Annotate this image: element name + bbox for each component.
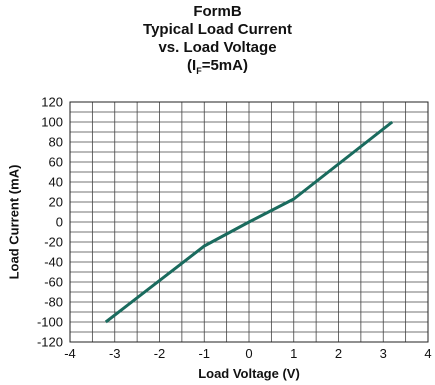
x-axis-label: Load Voltage (V) (198, 366, 300, 381)
y-tick-label: 60 (49, 155, 63, 170)
y-tick-label: 120 (41, 95, 63, 110)
y-tick-label: 100 (41, 115, 63, 130)
chart-title-line-2: Typical Load Current (143, 21, 292, 38)
series-layer (104, 120, 394, 324)
y-tick-label: -80 (44, 295, 63, 310)
chart-title-param: (IF=5mA) (0, 57, 435, 80)
y-axis-label: Load Current (mA) (7, 165, 22, 280)
y-tick-label: 0 (56, 215, 63, 230)
y-tick-label: 20 (49, 195, 63, 210)
plot-frame (69, 101, 429, 343)
y-tick-label: -40 (44, 255, 63, 270)
title-param-suffix: =5mA) (201, 57, 248, 74)
x-tick-label: 3 (380, 346, 387, 361)
x-tick-label: 4 (424, 346, 431, 361)
x-tick-labels: -4 -3 -2 -1 0 1 2 3 4 (64, 346, 431, 361)
y-tick-label: -60 (44, 275, 63, 290)
y-tick-labels: -120 -100 -80 -60 -40 -20 0 20 40 60 80 100 120 (37, 95, 63, 350)
x-tick-label: -3 (109, 346, 121, 361)
x-tick-label: -4 (64, 346, 76, 361)
title-param-prefix: (I (187, 57, 197, 74)
x-tick-label: 2 (335, 346, 342, 361)
y-tick-label: -20 (44, 235, 63, 250)
y-tick-label: 40 (49, 175, 63, 190)
x-tick-label: -2 (154, 346, 166, 361)
chart-title-line-1: FormB (193, 3, 242, 20)
x-tick-label: 0 (245, 346, 252, 361)
series-line (104, 120, 394, 324)
y-tick-label: 80 (49, 135, 63, 150)
y-tick-label: -120 (37, 335, 63, 350)
grid-lines (70, 102, 428, 342)
x-tick-label: 1 (290, 346, 297, 361)
x-tick-label: -1 (198, 346, 210, 361)
chart-title-line-3: vs. Load Voltage (158, 39, 277, 56)
y-tick-label: -100 (37, 315, 63, 330)
title-param-subscript: F (196, 66, 202, 76)
